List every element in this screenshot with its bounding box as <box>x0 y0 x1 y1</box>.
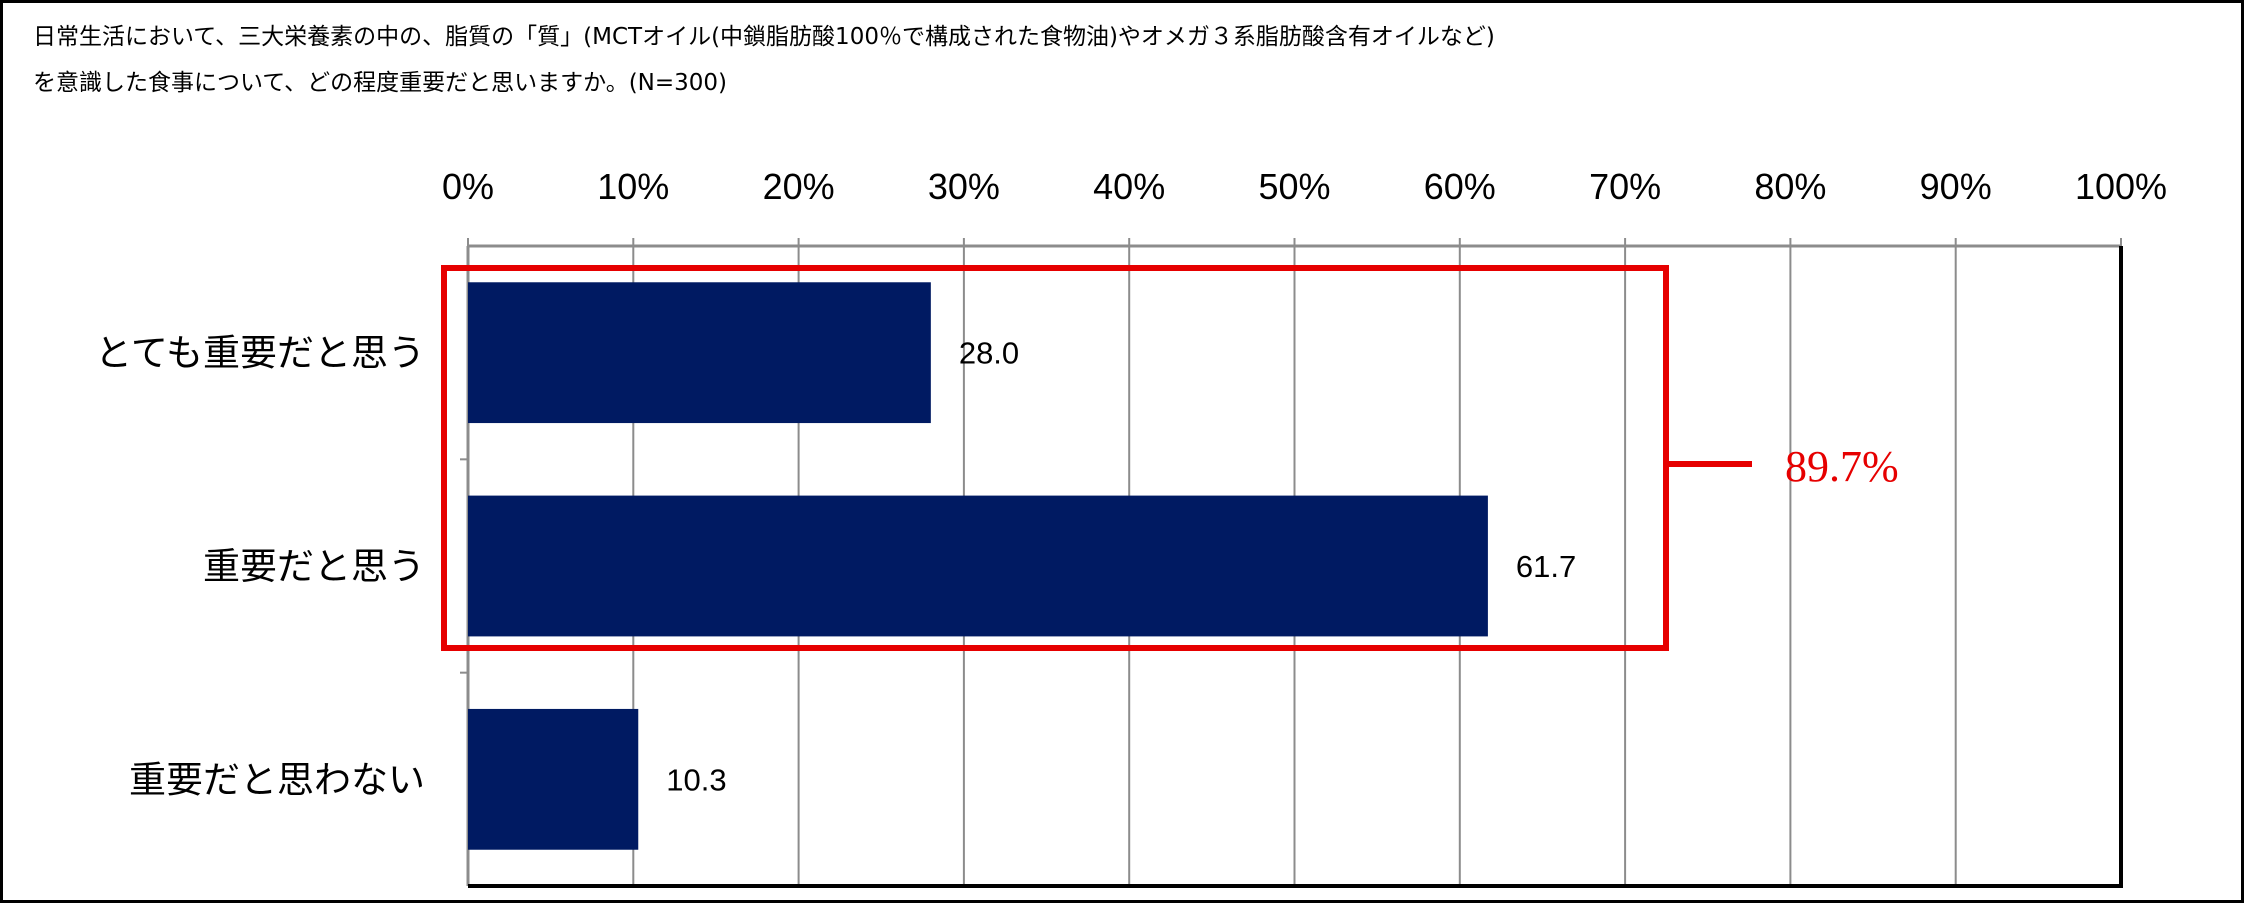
annotation-total-label: 89.7% <box>1785 442 1899 491</box>
chart-title-line-2: を意識した食事について、どの程度重要だと思いますか。(N=300) <box>33 70 728 96</box>
bar <box>468 708 639 850</box>
x-tick-label: 60% <box>1424 166 1496 207</box>
highlight-box <box>441 265 1669 651</box>
x-tick-label: 10% <box>597 166 669 207</box>
x-tick-label: 70% <box>1589 166 1661 207</box>
x-tick-label: 0% <box>442 166 494 207</box>
x-tick-label: 80% <box>1754 166 1826 207</box>
x-tick-label: 20% <box>763 166 835 207</box>
y-category-label: とても重要だと思う <box>95 332 425 375</box>
data-label: 10.3 <box>666 762 726 797</box>
x-tick-label: 100% <box>2075 166 2167 207</box>
x-tick-label: 90% <box>1920 166 1992 207</box>
x-tick-label: 30% <box>928 166 1000 207</box>
chart-title-line-1: 日常生活において、三大栄養素の中の、脂質の「質」(MCTオイル(中鎖脂肪酸100… <box>33 24 1495 50</box>
bar-chart: 0% 10% 20% 30% 40% 50% 60% 70% 80% 90% 100% 28.0 とても… <box>95 166 2167 888</box>
x-tick-label: 50% <box>1258 166 1330 207</box>
y-category-label: 重要だと思わない <box>129 758 425 801</box>
bar <box>468 495 1488 637</box>
x-tick-label: 40% <box>1093 166 1165 207</box>
y-category-label: 重要だと思う <box>203 545 425 588</box>
data-label: 28.0 <box>959 336 1019 371</box>
bar <box>468 282 931 424</box>
data-label: 61.7 <box>1516 549 1576 584</box>
